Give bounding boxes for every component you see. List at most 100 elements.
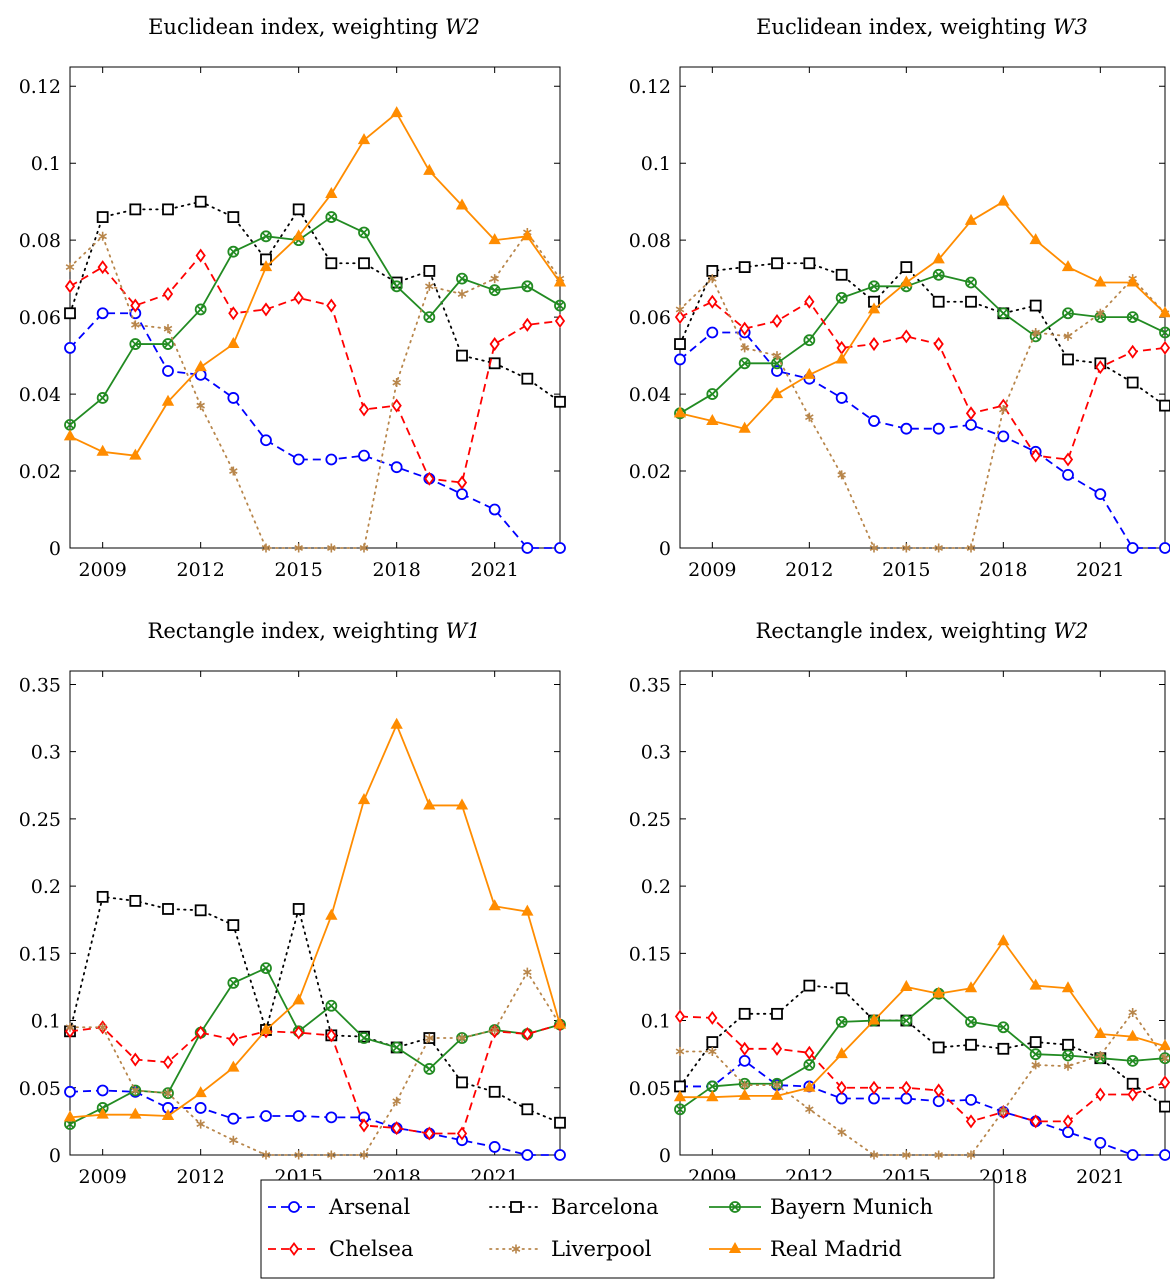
marker-bayern-munich xyxy=(803,1059,816,1071)
series-bayern-munich xyxy=(674,987,1170,1116)
marker-arsenal xyxy=(900,1092,913,1105)
marker-liverpool xyxy=(261,543,271,553)
y-tick-label: 0.15 xyxy=(19,943,61,965)
series-liverpool xyxy=(65,967,565,1160)
marker-arsenal xyxy=(227,1112,240,1125)
marker-real-madrid xyxy=(292,993,305,1005)
marker-arsenal xyxy=(554,542,566,554)
marker-arsenal xyxy=(325,453,338,466)
marker-bayern-munich xyxy=(997,1021,1010,1034)
marker-real-madrid xyxy=(129,448,142,460)
series-line-real-madrid xyxy=(679,200,1166,430)
marker-chelsea xyxy=(1030,448,1041,463)
marker-barcelona xyxy=(162,203,174,216)
series-line-arsenal xyxy=(679,331,1165,549)
marker-chelsea xyxy=(965,406,977,421)
marker-real-madrid xyxy=(96,1107,109,1119)
x-tick-label: 2009 xyxy=(688,559,736,581)
marker-arsenal xyxy=(706,326,719,339)
marker-real-madrid xyxy=(161,1108,175,1121)
marker-arsenal xyxy=(965,1093,977,1106)
marker-arsenal xyxy=(292,453,305,466)
y-tick-label: 0.06 xyxy=(19,307,61,329)
marker-liverpool xyxy=(1063,1061,1073,1071)
marker-barcelona xyxy=(674,1080,686,1093)
chart-title: Rectangle index, weighting W1 xyxy=(148,619,481,643)
marker-liverpool xyxy=(457,1033,467,1043)
plot-frame xyxy=(679,670,1166,1156)
series-arsenal xyxy=(674,326,1170,554)
legend-entry-bayern-munich: Bayern Munich xyxy=(709,1195,933,1219)
marker-arsenal xyxy=(554,1149,566,1161)
marker-arsenal xyxy=(64,342,76,354)
series-real-madrid xyxy=(63,106,567,460)
marker-arsenal xyxy=(932,422,945,435)
marker-real-madrid xyxy=(932,986,945,998)
marker-real-madrid xyxy=(325,908,338,920)
marker-real-madrid xyxy=(423,798,436,810)
legend-entry-chelsea: Chelsea xyxy=(268,1237,413,1261)
y-tick-label: 0.35 xyxy=(629,674,671,696)
marker-arsenal xyxy=(1126,542,1139,554)
y-tick-label: 0 xyxy=(49,1145,61,1167)
marker-liverpool xyxy=(1096,1051,1105,1061)
series-line-barcelona xyxy=(679,262,1166,407)
marker-chelsea xyxy=(1127,344,1138,359)
marker-barcelona xyxy=(194,195,207,208)
marker-arsenal xyxy=(932,1095,945,1108)
marker-real-madrid xyxy=(1158,306,1170,318)
marker-barcelona xyxy=(803,257,816,270)
marker-chelsea xyxy=(933,1083,944,1098)
marker-real-madrid xyxy=(997,934,1010,946)
marker-bayern-munich xyxy=(1062,1049,1074,1062)
marker-bayern-munich xyxy=(1126,311,1139,324)
series-real-madrid xyxy=(673,194,1170,433)
marker-chelsea xyxy=(836,1080,847,1095)
marker-real-madrid xyxy=(997,194,1010,206)
marker-real-madrid xyxy=(194,360,207,372)
marker-real-madrid xyxy=(867,302,881,314)
marker-arsenal xyxy=(1159,542,1170,554)
marker-bayern-munich xyxy=(803,334,816,347)
marker-real-madrid xyxy=(357,133,371,145)
marker-barcelona xyxy=(129,203,142,216)
marker-chelsea xyxy=(1095,360,1106,375)
marker-bayern-munich xyxy=(554,299,566,312)
x-tick-label: 2021 xyxy=(1076,559,1124,581)
marker-chelsea xyxy=(358,1118,370,1133)
marker-chelsea xyxy=(64,279,76,294)
series-line-bayern-munich xyxy=(69,216,561,426)
series-bayern-munich xyxy=(674,268,1170,420)
marker-chelsea xyxy=(391,398,402,413)
marker-real-madrid xyxy=(673,406,687,418)
marker-barcelona xyxy=(738,261,751,273)
marker-barcelona xyxy=(835,982,848,995)
y-tick-label: 0.2 xyxy=(641,876,671,898)
marker-chelsea xyxy=(228,306,239,321)
marker-arsenal xyxy=(521,1149,534,1161)
marker-barcelona xyxy=(1029,1036,1042,1048)
marker-barcelona xyxy=(674,338,686,350)
series-line-barcelona xyxy=(679,984,1166,1108)
marker-chelsea xyxy=(260,302,272,317)
series-liverpool xyxy=(675,1007,1170,1160)
marker-liverpool xyxy=(98,1022,107,1032)
marker-liverpool xyxy=(327,1150,336,1160)
marker-chelsea xyxy=(358,402,370,417)
marker-arsenal xyxy=(868,1092,880,1105)
marker-barcelona xyxy=(771,1007,783,1020)
marker-chelsea xyxy=(901,329,912,344)
marker-bayern-munich xyxy=(358,1032,370,1044)
series-barcelona xyxy=(674,979,1170,1113)
marker-barcelona xyxy=(521,372,534,385)
marker-barcelona xyxy=(900,261,913,273)
marker-real-madrid xyxy=(1158,1039,1170,1051)
marker-chelsea xyxy=(489,337,500,352)
marker-bayern-munich xyxy=(390,1041,403,1054)
marker-barcelona xyxy=(965,295,977,308)
marker-real-madrid xyxy=(488,899,501,911)
marker-barcelona xyxy=(554,395,566,408)
marker-liverpool xyxy=(1031,328,1040,338)
marker-real-madrid xyxy=(964,981,978,993)
marker-chelsea xyxy=(1095,1087,1106,1102)
